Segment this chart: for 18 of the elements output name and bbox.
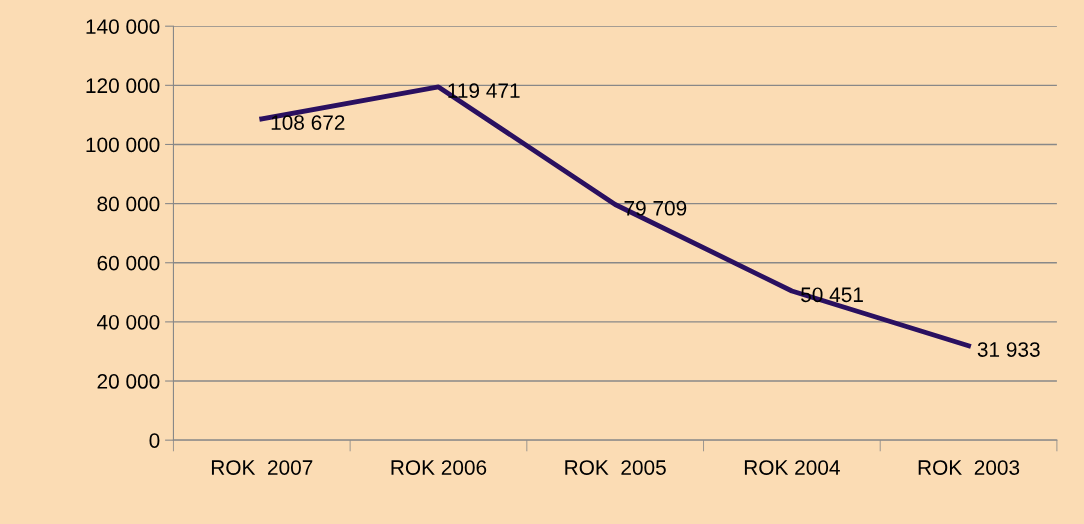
data-label: 31 933: [977, 342, 1040, 357]
data-label: 108 672: [271, 115, 345, 130]
y-tick-label: 140 000: [86, 19, 160, 34]
y-tick-label: 120 000: [86, 78, 160, 94]
y-tick-label: 60 000: [97, 255, 160, 271]
y-tick-label: 80 000: [97, 196, 160, 212]
x-tick-label: ROK 2003: [918, 460, 1020, 475]
x-tick-label: ROK 2004: [744, 460, 840, 475]
x-tick-label: ROK 2005: [565, 460, 666, 475]
x-tick-label: ROK 2006: [391, 460, 487, 475]
y-tick-label: 100 000: [86, 137, 160, 153]
x-tick-label: ROK 2007: [211, 460, 313, 475]
y-tick-label: 20 000: [97, 374, 160, 389]
y-tick-label: 40 000: [97, 314, 160, 330]
data-label: 79 709: [624, 200, 687, 216]
line-series: [259, 84, 971, 349]
y-tick-label: 0: [149, 433, 160, 448]
data-label: 119 471: [448, 83, 520, 99]
